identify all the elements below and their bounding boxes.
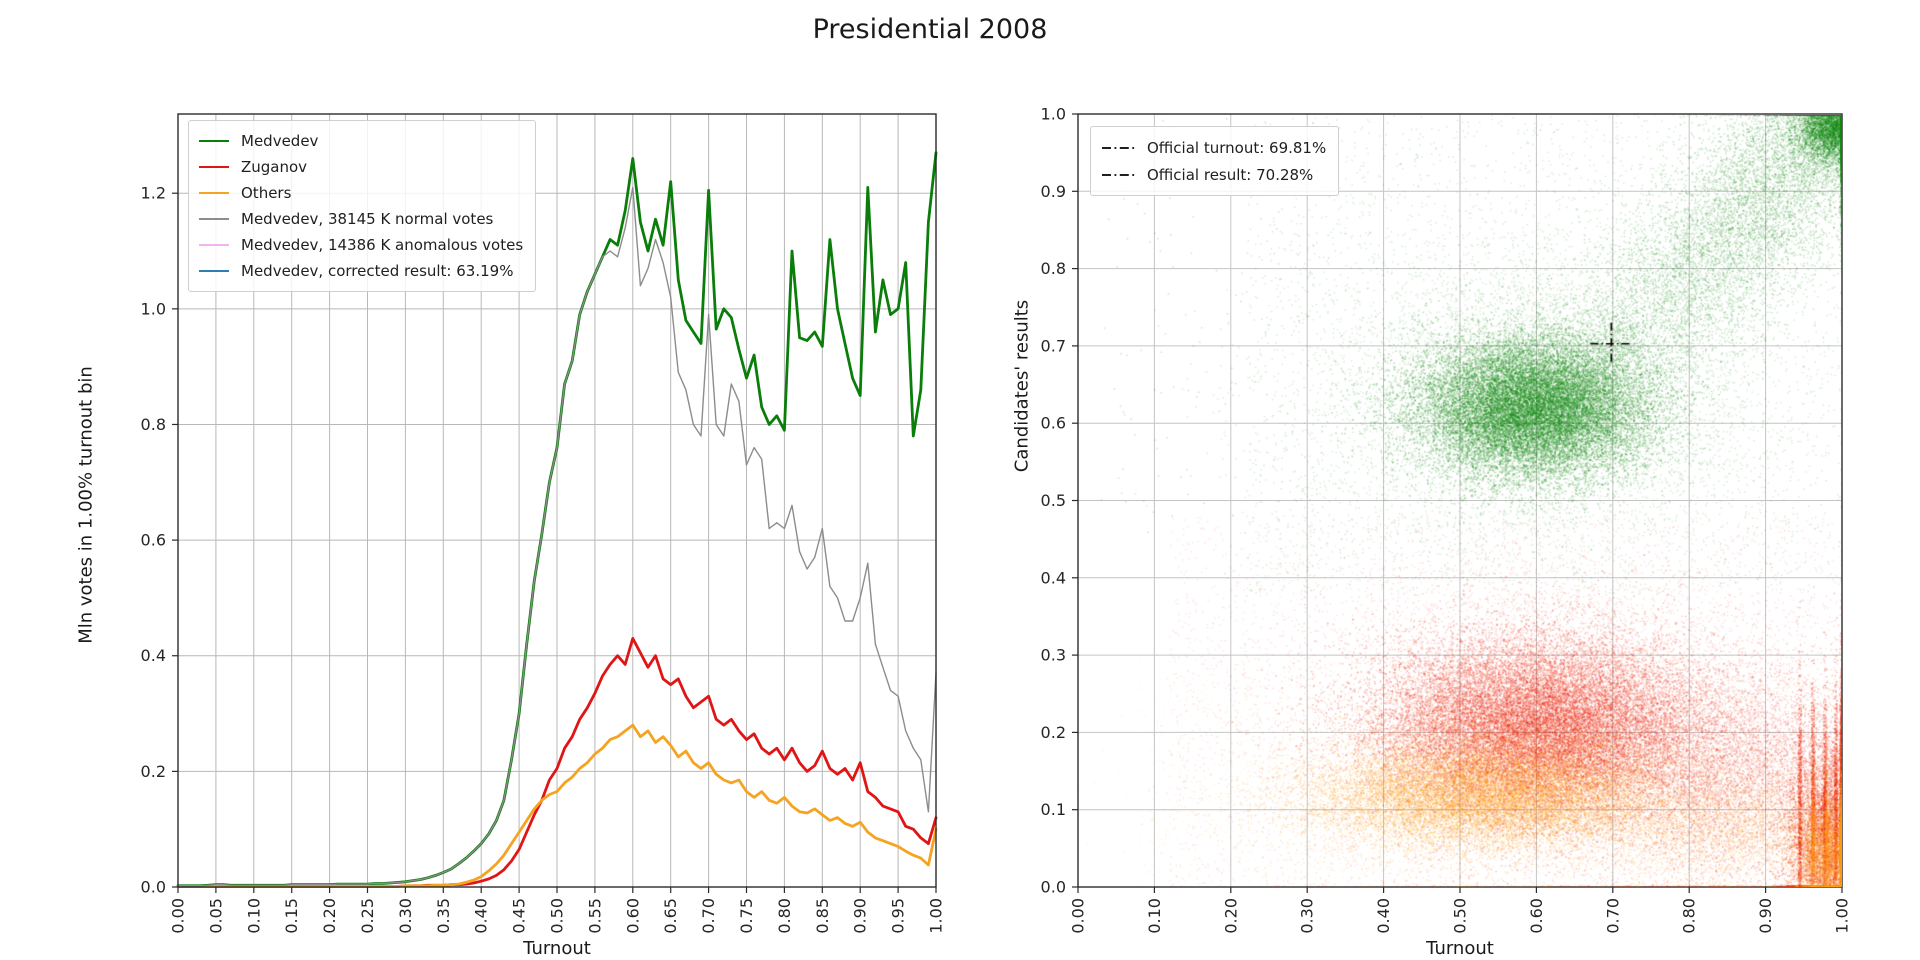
right-y-axis-label: Candidates' results — [1011, 299, 1033, 473]
right-y-tick-label: 0.2 — [1041, 723, 1066, 742]
right-y-tick-label: 0.6 — [1041, 414, 1066, 433]
left-x-tick-label: 0.75 — [737, 898, 756, 934]
left-plot-frame — [177, 113, 937, 888]
right-x-tick-label: 0.10 — [1145, 898, 1164, 934]
right-y-tick-label: 0.4 — [1041, 568, 1066, 587]
right-y-tick-label: 0.1 — [1041, 800, 1066, 819]
left-y-tick-label: 0.0 — [141, 878, 166, 897]
left-x-tick-label: 0.65 — [661, 898, 680, 934]
left-x-tick-label: 0.85 — [813, 898, 832, 934]
left-x-tick-label: 0.05 — [206, 898, 225, 934]
legend-label: Medvedev, 38145 K normal votes — [241, 210, 494, 228]
corrected-result-line-swatch — [199, 270, 229, 272]
right-x-tick-label: 0.80 — [1680, 898, 1699, 934]
left-y-tick-label: 0.2 — [141, 762, 166, 781]
left-x-tick-label: 0.15 — [282, 898, 301, 934]
legend-label: Official turnout: 69.81% — [1147, 138, 1327, 157]
legend-label: Zuganov — [241, 158, 308, 176]
right-x-tick-label: 0.30 — [1298, 898, 1317, 934]
legend-label: Others — [241, 184, 292, 202]
left-y-axis-label: Mln votes in 1.00% turnout bin — [75, 366, 97, 644]
left-y-tick-label: 1.0 — [141, 299, 166, 318]
right-x-tick-label: 0.90 — [1756, 898, 1775, 934]
left-x-tick-label: 0.45 — [510, 898, 529, 934]
right-x-tick-label: 0.70 — [1603, 898, 1622, 934]
normal-votes-line-swatch — [199, 218, 229, 220]
legend-item-others: Others — [199, 180, 523, 206]
left-legend: Medvedev Zuganov Others Medvedev, 38145 … — [188, 120, 537, 292]
left-x-tick-label: 0.60 — [623, 898, 642, 934]
right-x-tick-label: 0.60 — [1527, 898, 1546, 934]
legend-label: Medvedev, corrected result: 63.19% — [241, 262, 514, 280]
right-y-tick-label: 0.3 — [1041, 646, 1066, 665]
left-x-axis-label: Turnout — [523, 938, 591, 959]
right-axis-ticks: 0.00 0.10 0.20 0.30 0.40 0.50 0.60 0.70 0.80 0.90… — [1041, 105, 1852, 934]
legend-label: Medvedev, 14386 K anomalous votes — [241, 236, 524, 254]
legend-label: Medvedev — [241, 132, 319, 150]
figure-title: Presidential 2008 — [812, 14, 1048, 45]
legend-item-medvedev: Medvedev — [199, 128, 523, 154]
left-x-tick-label: 0.55 — [585, 898, 604, 934]
right-x-tick-label: 0.50 — [1451, 898, 1470, 934]
left-x-tick-label: 0.90 — [851, 898, 870, 934]
dashdot-line-swatch — [1102, 173, 1136, 176]
left-y-tick-label: 0.6 — [141, 531, 166, 550]
right-y-tick-label: 1.0 — [1041, 105, 1066, 124]
zuganov-line-swatch — [199, 165, 229, 169]
right-y-tick-label: 0.7 — [1041, 336, 1066, 355]
left-x-tick-label: 0.40 — [472, 898, 491, 934]
right-x-tick-label: 0.40 — [1374, 898, 1393, 934]
legend-item-official-turnout: Official turnout: 69.81% — [1101, 134, 1326, 161]
right-y-tick-label: 0.0 — [1041, 878, 1066, 897]
right-x-axis-label: Turnout — [1426, 938, 1494, 959]
left-x-tick-label: 0.70 — [699, 898, 718, 934]
anomalous-votes-line-swatch — [199, 244, 229, 246]
right-y-tick-label: 0.9 — [1041, 182, 1066, 201]
right-legend: Official turnout: 69.81% Official result… — [1090, 126, 1340, 196]
right-x-tick-label: 1.00 — [1833, 898, 1852, 934]
right-y-tick-label: 0.8 — [1041, 259, 1066, 278]
left-x-tick-label: 0.25 — [358, 898, 377, 934]
legend-label: Official result: 70.28% — [1147, 165, 1314, 184]
legend-item-anomalous-votes: Medvedev, 14386 K anomalous votes — [199, 232, 523, 258]
left-x-tick-label: 0.95 — [889, 898, 908, 934]
left-x-tick-label: 0.30 — [396, 898, 415, 934]
medvedev-line-swatch — [199, 139, 229, 143]
right-plot-frame — [1077, 113, 1843, 888]
legend-item-corrected-result: Medvedev, corrected result: 63.19% — [199, 258, 523, 284]
series-line-3 — [177, 186, 937, 887]
legend-item-normal-votes: Medvedev, 38145 K normal votes — [199, 206, 523, 232]
left-y-tick-label: 0.4 — [141, 646, 166, 665]
left-y-tick-label: 0.8 — [141, 415, 166, 434]
left-x-tick-label: 0.50 — [548, 898, 567, 934]
scatter-plot-canvas — [1079, 115, 1842, 887]
left-x-tick-label: 0.00 — [169, 898, 188, 934]
left-x-tick-label: 0.80 — [775, 898, 794, 934]
dashdot-line-swatch — [1102, 146, 1136, 149]
legend-item-zuganov: Zuganov — [199, 154, 523, 180]
left-x-tick-label: 0.35 — [434, 898, 453, 934]
right-x-tick-label: 0.20 — [1221, 898, 1240, 934]
left-y-tick-label: 1.2 — [141, 184, 166, 203]
right-y-tick-label: 0.5 — [1041, 491, 1066, 510]
others-line-swatch — [199, 191, 229, 195]
left-x-tick-label: 1.00 — [927, 898, 946, 934]
right-x-tick-label: 0.00 — [1069, 898, 1088, 934]
left-x-tick-label: 0.20 — [320, 898, 339, 934]
left-x-tick-label: 0.10 — [244, 898, 263, 934]
legend-item-official-result: Official result: 70.28% — [1101, 161, 1326, 188]
left-axis-ticks: 0.00 0.05 0.10 0.15 0.20 0.25 0.30 0.35 0.40 0.45… — [141, 184, 946, 934]
